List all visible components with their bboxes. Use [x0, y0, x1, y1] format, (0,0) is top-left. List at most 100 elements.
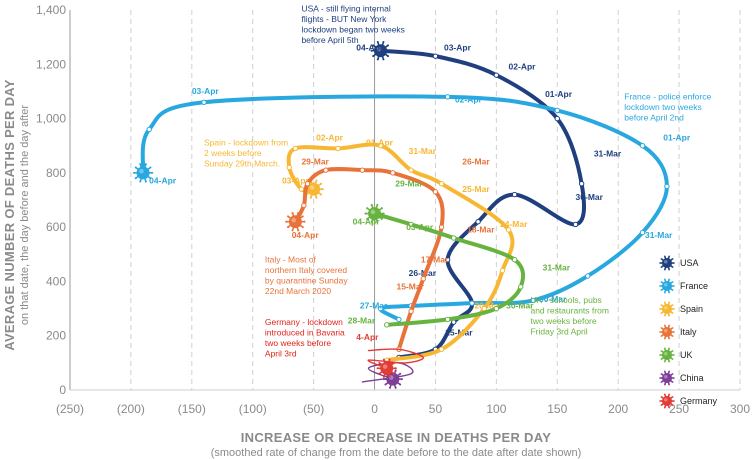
date-label: 17-Mar: [421, 254, 449, 264]
date-label: 31-Mar: [645, 230, 673, 240]
x-tick-label: (150): [178, 402, 206, 416]
date-label: 29-Mar: [395, 178, 423, 188]
data-point: [292, 145, 299, 152]
date-label: 04-Apr: [356, 43, 384, 53]
data-point: [493, 72, 500, 78]
date-label: 20-Mar: [474, 301, 502, 311]
annotation: Spain - lockdown from 2 weeks before Sunda…: [204, 138, 288, 169]
x-tick-label: 50: [429, 402, 443, 416]
legend-icon-usa: [659, 255, 675, 271]
x-tick-label: 150: [547, 402, 567, 416]
date-label: 02-Apr: [455, 94, 483, 104]
date-label: 30-Mar: [539, 294, 567, 304]
date-label: 18-Mar: [467, 225, 495, 235]
legend-label: Germany: [680, 396, 718, 406]
data-point: [438, 224, 445, 230]
data-point: [304, 181, 311, 187]
legend-icon-spain: [659, 301, 675, 317]
data-point: [554, 115, 560, 122]
data-point: [420, 276, 426, 282]
data-point: [511, 257, 518, 263]
legend-icon-france: [659, 278, 675, 294]
date-label: 25-Mar: [445, 328, 473, 338]
data-point: [301, 202, 307, 209]
date-label: 15-Mar: [396, 282, 424, 292]
data-point: [438, 181, 445, 187]
data-point: [286, 164, 292, 171]
date-label: 02-Apr: [509, 62, 537, 72]
data-point: [505, 227, 512, 233]
date-label: 03-Apr: [444, 43, 472, 53]
data-point: [475, 219, 481, 225]
y-tick-label: 0: [59, 383, 66, 397]
y-tick-label: 600: [46, 220, 66, 234]
data-point: [408, 221, 414, 228]
data-point: [639, 143, 646, 149]
x-tick-label: 100: [486, 402, 506, 416]
data-point: [444, 316, 451, 323]
data-point: [451, 235, 457, 241]
x-axis-title: INCREASE OR DECREASE IN DEATHS PER DAY: [241, 430, 551, 445]
annotation: France - police enforce lockdown two week…: [624, 92, 711, 123]
date-label: 03-Apr: [406, 222, 434, 232]
series-line-france: [140, 94, 669, 322]
date-label: 30-Mar: [506, 301, 534, 311]
annotations-layer: USA - still flying internal flights - BUT…: [204, 3, 711, 358]
legend-label: Spain: [680, 304, 703, 314]
date-label: 02-Apr: [316, 132, 344, 142]
y-tick-label: 800: [46, 166, 66, 180]
data-point: [298, 186, 305, 192]
data-point: [444, 94, 451, 100]
data-point: [335, 145, 341, 152]
data-point: [201, 99, 207, 105]
legend: USA France Spain Italy UK China Germany: [659, 255, 718, 409]
x-tick-label: (250): [56, 402, 84, 416]
date-label: 29-Mar: [301, 157, 329, 167]
series-line-germany: [367, 348, 424, 369]
x-tick-label: 200: [608, 402, 628, 416]
data-point: [469, 300, 475, 306]
date-label: 01-Apr: [663, 132, 691, 142]
date-label: 03-Apr: [282, 176, 310, 186]
x-tick-label: 250: [669, 402, 689, 416]
date-label: 04-Apr: [149, 176, 177, 186]
date-label: 01-Apr: [545, 89, 573, 99]
x-tick-label: (100): [239, 402, 267, 416]
data-point: [554, 107, 560, 114]
data-point: [408, 308, 414, 314]
data-point: [518, 284, 524, 290]
x-tick-label: 0: [371, 402, 378, 416]
date-label: 01-Apr: [366, 138, 394, 148]
legend-icon-uk: [659, 347, 675, 363]
date-label: 26-Mar: [462, 157, 490, 167]
y-tick-label: 1,000: [36, 112, 66, 126]
y-axis-subtitle: on that date, the day before and the day…: [19, 105, 31, 325]
annotation: Germany - lockdown introduced in Bavaria t…: [265, 317, 345, 359]
legend-label: Italy: [680, 327, 697, 337]
legend-icon-china: [659, 370, 675, 386]
data-point: [585, 273, 591, 279]
data-point: [384, 322, 390, 328]
y-tick-label: 400: [46, 274, 66, 288]
grid: [130, 10, 741, 390]
data-point: [493, 305, 500, 312]
data-point: [146, 126, 152, 133]
series-line-uk: [372, 211, 526, 327]
end-marker-italy: [285, 212, 306, 232]
data-point: [572, 221, 579, 228]
data-point: [444, 257, 451, 263]
data-point: [377, 305, 384, 312]
date-label: 4-Apr: [356, 332, 379, 342]
annotation: Italy - Most of northern Italy covered by …: [265, 254, 348, 296]
legend-label: UK: [680, 350, 693, 360]
annotation: USA - still flying internal flights - BUT…: [301, 3, 404, 45]
series-layer: 25-Mar 26-Mar 30-Mar 31-Mar 01-Apr 02-Apr 03-A…: [132, 41, 691, 389]
x-tick-label: (50): [303, 402, 324, 416]
data-point: [396, 316, 402, 323]
date-label: 30-Mar: [576, 192, 604, 202]
data-point: [377, 143, 384, 149]
legend-label: France: [680, 281, 708, 291]
date-label: 26-Mar: [409, 268, 437, 278]
data-point: [408, 167, 414, 173]
